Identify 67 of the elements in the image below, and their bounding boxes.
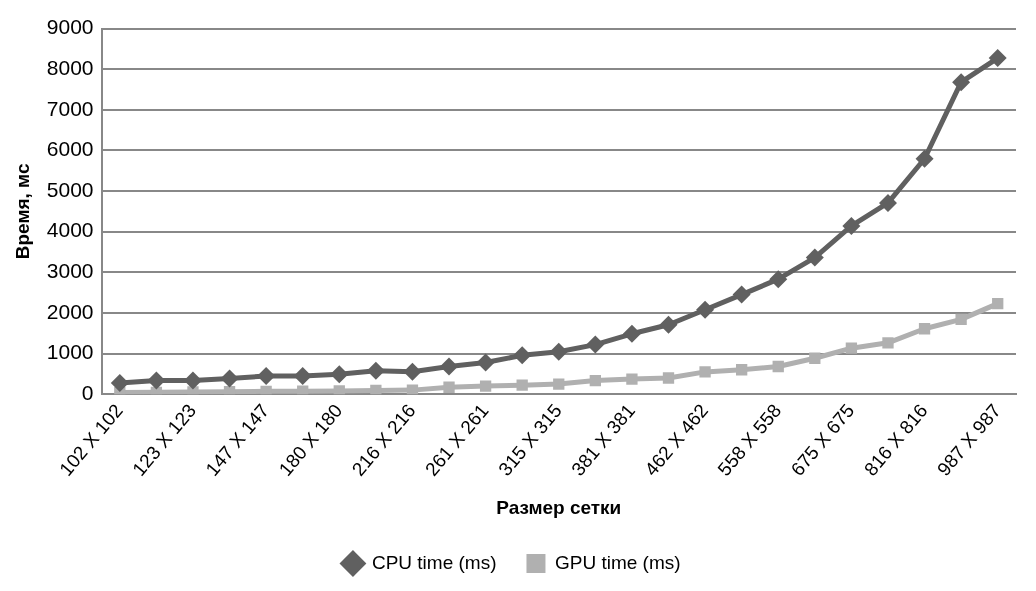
y-tick-label: 8000 bbox=[46, 56, 94, 80]
point bbox=[988, 49, 1007, 68]
legend-label: GPU time (ms) bbox=[554, 551, 681, 573]
x-axis-title: Размер сетки bbox=[496, 496, 622, 518]
point bbox=[696, 300, 715, 319]
point bbox=[476, 353, 495, 372]
x-tick-label: 261 X 261 bbox=[420, 399, 493, 480]
point bbox=[440, 357, 459, 376]
point bbox=[659, 315, 678, 334]
y-tick-label: 5000 bbox=[46, 177, 94, 201]
point bbox=[772, 360, 784, 373]
x-tick-label: 816 X 816 bbox=[859, 399, 932, 480]
x-tick-label: 462 X 462 bbox=[640, 399, 713, 480]
point bbox=[366, 361, 385, 380]
y-tick-label: 9000 bbox=[46, 15, 94, 39]
point bbox=[915, 149, 934, 168]
point bbox=[809, 352, 821, 364]
y-tick-label: 3000 bbox=[46, 259, 94, 283]
point bbox=[662, 372, 675, 384]
x-tick-label: 216 X 216 bbox=[347, 399, 420, 480]
point bbox=[586, 335, 605, 354]
point bbox=[952, 73, 971, 92]
y-axis-title: Время, мс bbox=[11, 163, 33, 260]
y-tick-label: 2000 bbox=[46, 299, 94, 323]
point bbox=[699, 366, 711, 378]
x-tick-label: 123 X 123 bbox=[128, 399, 201, 480]
point bbox=[626, 373, 638, 385]
point bbox=[403, 362, 422, 381]
point bbox=[406, 384, 419, 395]
y-tick-label: 6000 bbox=[46, 137, 94, 161]
legend-label: CPU time (ms) bbox=[371, 551, 497, 573]
point bbox=[443, 381, 455, 393]
point bbox=[769, 270, 788, 289]
point bbox=[589, 374, 601, 387]
point bbox=[845, 342, 858, 354]
point bbox=[805, 248, 824, 267]
point bbox=[110, 373, 129, 392]
point bbox=[297, 385, 309, 395]
y-tick-label: 7000 bbox=[46, 96, 94, 120]
point bbox=[622, 324, 641, 343]
x-tick-label: 315 X 315 bbox=[494, 399, 566, 480]
point bbox=[553, 378, 565, 390]
point bbox=[992, 297, 1004, 310]
x-tick-label: 147 X 147 bbox=[201, 399, 274, 480]
point bbox=[878, 193, 897, 212]
point bbox=[842, 216, 861, 235]
point bbox=[549, 342, 568, 361]
point bbox=[882, 337, 894, 349]
point bbox=[333, 385, 345, 395]
point bbox=[260, 385, 272, 395]
point bbox=[955, 313, 967, 326]
point bbox=[220, 369, 239, 388]
point bbox=[370, 384, 382, 395]
x-tick-label: 381 X 381 bbox=[567, 399, 639, 480]
x-tick-label: 180 X 180 bbox=[274, 399, 347, 480]
y-tick-label: 1000 bbox=[46, 340, 94, 364]
point bbox=[732, 285, 751, 304]
x-tick-label: 558 X 558 bbox=[713, 399, 786, 480]
point bbox=[479, 380, 492, 392]
point bbox=[330, 365, 349, 384]
x-tick-label: 675 X 675 bbox=[786, 399, 859, 480]
point bbox=[918, 323, 931, 335]
y-tick-label: 4000 bbox=[46, 218, 94, 242]
point bbox=[516, 379, 528, 391]
point bbox=[736, 364, 748, 376]
point bbox=[513, 346, 532, 365]
x-tick-label: 987 X 987 bbox=[933, 399, 1005, 480]
